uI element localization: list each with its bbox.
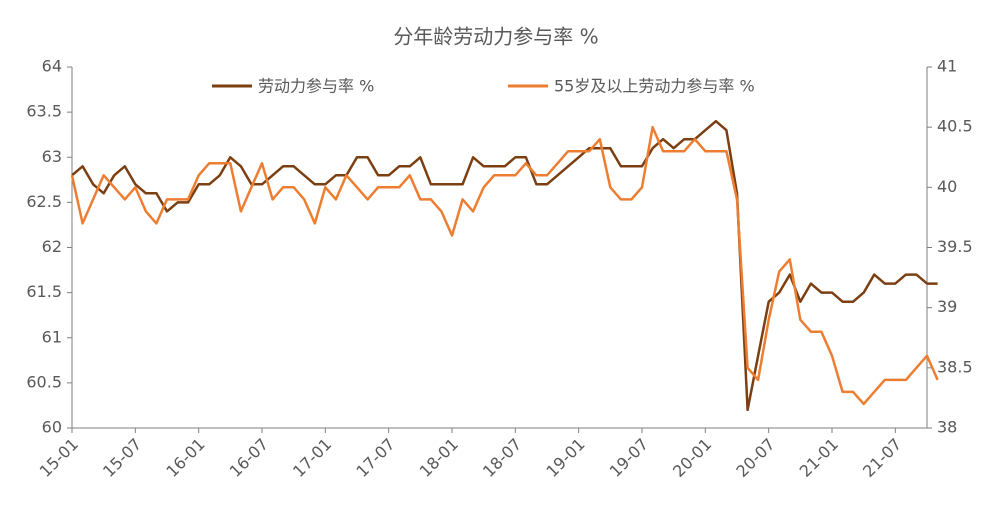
legend-label: 劳动力参与率 % — [258, 77, 374, 96]
y2-tick-label: 40.5 — [937, 117, 973, 136]
y-tick-label: 64 — [42, 57, 62, 76]
y-tick-label: 63.5 — [26, 102, 62, 121]
y2-tick-label: 38 — [937, 418, 957, 437]
x-tick-label: 20-07 — [732, 435, 778, 481]
x-tick-label: 17-01 — [289, 435, 335, 481]
y-tick-label: 60 — [42, 418, 62, 437]
y-tick-label: 62 — [42, 237, 62, 256]
x-tick-label: 20-01 — [669, 435, 715, 481]
legend-label: 55岁及以上劳动力参与率 % — [554, 77, 755, 96]
x-tick-label: 19-07 — [606, 435, 652, 481]
y-tick-label: 62.5 — [26, 192, 62, 211]
y2-tick-label: 41 — [937, 57, 957, 76]
x-tick-label: 15-07 — [99, 435, 145, 481]
x-tick-label: 16-01 — [162, 435, 208, 481]
x-tick-label: 18-01 — [416, 435, 462, 481]
y-tick-label: 61.5 — [26, 282, 62, 301]
y2-tick-label: 38.5 — [937, 357, 973, 376]
y2-tick-label: 40 — [937, 177, 957, 196]
x-tick-label: 21-07 — [859, 435, 905, 481]
y2-tick-label: 39 — [937, 297, 957, 316]
series-line — [70, 125, 939, 406]
series-line — [71, 119, 938, 412]
x-tick-label: 15-01 — [36, 435, 82, 481]
y2-tick-label: 39.5 — [937, 237, 973, 256]
y-tick-label: 60.5 — [26, 372, 62, 391]
x-tick-label: 16-07 — [226, 435, 272, 481]
y-tick-label: 61 — [42, 327, 62, 346]
chart-title: 分年龄劳动力参与率 % — [393, 25, 598, 49]
x-tick-label: 21-01 — [796, 435, 842, 481]
x-tick-label: 19-01 — [542, 435, 588, 481]
y-tick-label: 63 — [42, 147, 62, 166]
x-tick-label: 17-07 — [352, 435, 398, 481]
x-tick-label: 18-07 — [479, 435, 525, 481]
